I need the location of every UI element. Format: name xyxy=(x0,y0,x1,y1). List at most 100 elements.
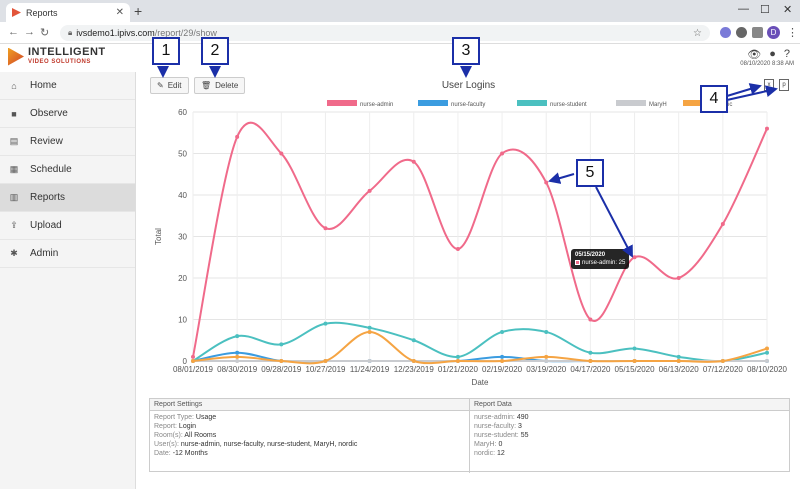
report-data-list: nurse-admin: 490 nurse-faculty: 3 nurse-st… xyxy=(470,411,789,473)
data-point xyxy=(720,359,725,363)
edit-button[interactable]: ✎ Edit xyxy=(150,77,189,94)
eye-icon[interactable]: 👁︎ xyxy=(747,49,762,61)
data-point xyxy=(367,359,372,363)
brand-logo[interactable]: INTELLIGENT VIDEO SOLUTIONS xyxy=(8,47,106,66)
summary-value: 0 xyxy=(498,441,503,448)
legend-swatch xyxy=(327,100,357,106)
data-point xyxy=(367,188,372,193)
home-icon: ⌂ xyxy=(11,80,17,91)
callout-badge: 3 xyxy=(452,37,480,65)
app-header: INTELLIGENT VIDEO SOLUTIONS 👁︎ ● ? 08/10… xyxy=(0,45,800,72)
data-point xyxy=(279,342,284,347)
sidebar-item-admin[interactable]: ✱ Admin xyxy=(0,240,135,268)
callout-badge: 5 xyxy=(576,159,604,187)
data-point xyxy=(765,350,769,355)
browser-tab-bar: Reports ✕ + — ☐ ✕ xyxy=(0,0,800,22)
sidebar-item-upload[interactable]: ⇪ Upload xyxy=(0,212,135,240)
y-tick-label: 50 xyxy=(178,150,187,159)
address-bar-row: ← → ↻ 🔒︎ ivsdemo1.ipivs.com /report/29/s… xyxy=(0,22,800,44)
sidebar-item-reports[interactable]: ▥ Reports xyxy=(0,184,135,212)
legend-label: nurse-faculty xyxy=(451,102,485,108)
sidebar-item-review[interactable]: ▤ Review xyxy=(0,128,135,156)
data-point xyxy=(455,359,460,363)
back-arrow-icon[interactable]: ← xyxy=(8,26,19,38)
user-icon[interactable]: ● xyxy=(769,48,776,60)
x-tick-label: 08/01/2019 xyxy=(173,365,214,374)
summary-key: nordic: xyxy=(474,450,496,457)
data-point xyxy=(588,359,593,363)
y-tick-label: 0 xyxy=(183,357,188,366)
summary-value: 3 xyxy=(517,423,522,430)
profile-avatar[interactable]: D xyxy=(767,26,780,39)
data-point xyxy=(676,276,681,280)
summary-value: Login xyxy=(178,423,197,430)
x-tick-label: 07/12/2020 xyxy=(703,365,744,374)
tab-title: Reports xyxy=(26,7,58,18)
summary-key: nurse-faculty: xyxy=(474,423,517,430)
url-host: ivsdemo1.ipivs.com xyxy=(76,28,155,38)
summary-value: Usage xyxy=(195,414,217,421)
bookmark-star-icon[interactable]: ☆ xyxy=(693,27,702,39)
data-point xyxy=(323,359,328,363)
window-close-icon[interactable]: ✕ xyxy=(783,4,793,16)
data-point xyxy=(632,346,637,351)
help-icon[interactable]: ? xyxy=(783,48,790,60)
puzzle-icon[interactable] xyxy=(752,27,763,38)
data-point xyxy=(544,180,549,185)
x-tick-label: 10/27/2019 xyxy=(305,365,346,374)
data-point xyxy=(765,359,769,363)
y-tick-label: 30 xyxy=(178,233,187,242)
x-tick-label: 05/15/2020 xyxy=(615,365,656,374)
data-point xyxy=(500,359,505,363)
download-excel-icon[interactable]: x xyxy=(764,79,774,91)
callout-badge: 2 xyxy=(201,37,229,65)
x-tick-label: 12/23/2019 xyxy=(394,365,435,374)
download-pdf-icon[interactable]: p xyxy=(779,79,789,91)
delete-label: Delete xyxy=(215,81,239,90)
summary-row: MaryH: 0 xyxy=(474,440,785,449)
brand-tagline: VIDEO SOLUTIONS xyxy=(28,59,91,65)
maximize-icon[interactable]: ☐ xyxy=(760,4,770,16)
summary-row: nurse-student: 55 xyxy=(474,431,785,440)
x-tick-label: 06/13/2020 xyxy=(659,365,700,374)
new-tab-button[interactable]: + xyxy=(134,3,143,19)
browser-menu-icon[interactable]: ⋮ xyxy=(787,27,798,39)
summary-row: User(s): nurse-admin, nurse-faculty, nur… xyxy=(154,440,465,449)
series-line-nurse-admin xyxy=(192,121,768,358)
film-icon: ▤ xyxy=(9,136,19,146)
extension-icon[interactable] xyxy=(736,27,747,38)
tab-close-icon[interactable]: ✕ xyxy=(115,7,124,18)
summary-key: nurse-student: xyxy=(474,432,519,439)
data-point xyxy=(323,321,328,326)
legend-swatch xyxy=(683,100,713,106)
callout-badge: 4 xyxy=(700,85,728,113)
data-point xyxy=(235,354,240,359)
data-point xyxy=(191,359,195,363)
sidebar-item-schedule[interactable]: ▦ Schedule xyxy=(0,156,135,184)
data-point xyxy=(765,346,769,351)
legend-swatch xyxy=(517,100,547,106)
minimize-icon[interactable]: — xyxy=(738,3,749,15)
summary-key: Report: xyxy=(154,423,177,430)
sidebar-item-home[interactable]: ⌂ Home xyxy=(0,72,135,100)
legend-swatch xyxy=(418,100,448,106)
edit-label: Edit xyxy=(167,81,182,90)
lock-icon: 🔒︎ xyxy=(68,28,73,37)
browser-tab[interactable]: Reports ✕ xyxy=(6,3,130,22)
upload-icon: ⇪ xyxy=(10,220,18,230)
y-tick-label: 40 xyxy=(178,191,187,200)
reload-icon[interactable]: ↻ xyxy=(40,27,50,39)
sidebar-item-label: Home xyxy=(30,80,57,91)
summary-key: Room(s): xyxy=(154,432,183,439)
forward-arrow-icon[interactable]: → xyxy=(24,26,35,38)
extension-icon[interactable] xyxy=(720,27,731,38)
data-point xyxy=(455,246,460,251)
data-point xyxy=(632,255,637,260)
data-point xyxy=(500,354,505,359)
bar-chart-icon: ▥ xyxy=(9,192,19,202)
series-line-nurse-student xyxy=(192,321,768,363)
summary-row: nurse-faculty: 3 xyxy=(474,422,785,431)
tooltip-swatch xyxy=(575,259,580,265)
x-tick-label: 03/19/2020 xyxy=(526,365,567,374)
sidebar-item-observe[interactable]: ■ Observe xyxy=(0,100,135,128)
